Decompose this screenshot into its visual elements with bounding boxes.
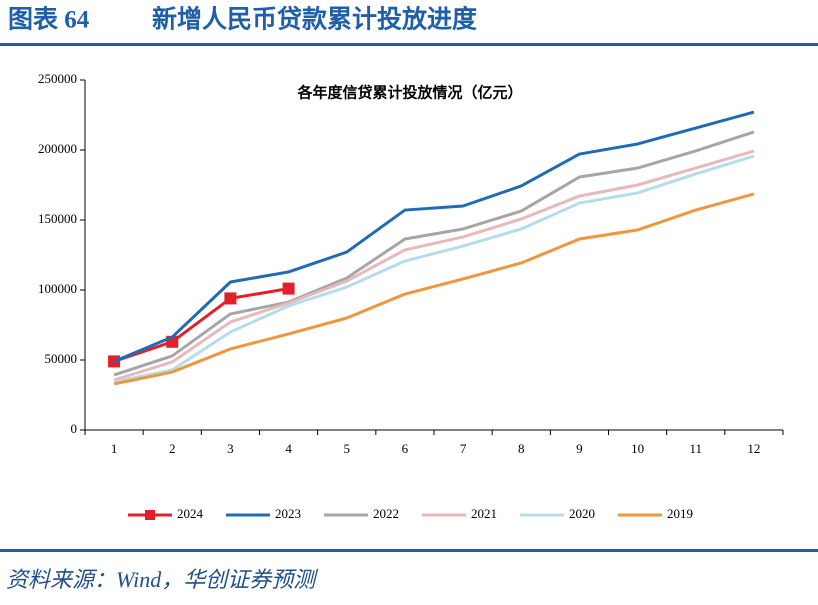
x-tick-label: 5 (344, 441, 351, 456)
y-tick-label: 150000 (38, 211, 77, 226)
x-tick-label: 4 (285, 441, 292, 456)
y-tick-label: 0 (71, 421, 78, 436)
line-series (113, 149, 755, 382)
x-tick-label: 6 (402, 441, 409, 456)
line-series (113, 130, 755, 377)
x-tick-label: 1 (111, 441, 118, 456)
legend-label: 2023 (275, 506, 301, 521)
y-tick-label: 200000 (38, 141, 77, 156)
footer-rule (0, 549, 818, 552)
x-tick-label: 11 (689, 441, 702, 456)
legend-label: 2022 (373, 506, 399, 521)
legend-label: 2024 (177, 506, 204, 521)
x-tick-label: 3 (227, 441, 234, 456)
x-tick-label: 12 (747, 441, 760, 456)
line-series (113, 154, 755, 384)
x-tick-label: 7 (460, 441, 467, 456)
x-tick-label: 10 (631, 441, 644, 456)
line-series (113, 287, 289, 363)
legend-label: 2020 (569, 506, 595, 521)
point-marker (224, 292, 237, 305)
line-series (113, 110, 755, 363)
figure-title: 新增人民币贷款累计投放进度 (152, 5, 477, 34)
chart-title: 各年度信贷累计投放情况（亿元） (296, 83, 522, 101)
legend-label: 2019 (667, 506, 693, 521)
x-tick-label: 9 (576, 441, 583, 456)
line-series (113, 192, 755, 386)
header-rule (0, 43, 818, 46)
figure-label: 图表 64 (8, 6, 90, 34)
y-tick-label: 250000 (38, 71, 77, 86)
x-tick-label: 8 (518, 441, 525, 456)
source: 资料来源：Wind，华创证券预测 (6, 567, 318, 592)
legend-label: 2021 (471, 506, 497, 521)
y-tick-label: 50000 (45, 351, 78, 366)
x-tick-label: 2 (169, 441, 176, 456)
y-tick-label: 100000 (38, 281, 77, 296)
legend-marker (145, 510, 155, 520)
point-marker (282, 282, 295, 295)
